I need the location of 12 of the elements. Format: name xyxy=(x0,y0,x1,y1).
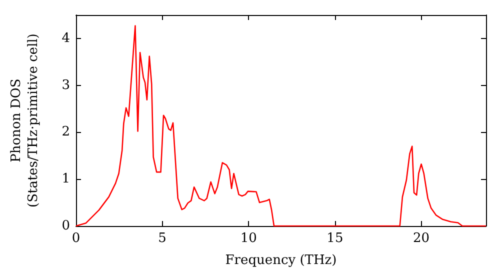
x-tick-label: 15 xyxy=(326,231,344,246)
y-tick-label: 0 xyxy=(62,218,70,234)
y-tick-label: 3 xyxy=(62,78,70,93)
y-axis-title: Phonon DOS (States/THz·primitive cell) xyxy=(9,33,41,208)
x-axis-title: Frequency (THz) xyxy=(225,253,337,268)
x-tick-label: 20 xyxy=(412,231,430,246)
y-tick-label: 1 xyxy=(62,172,70,187)
y-tick-label: 4 xyxy=(62,30,70,46)
x-tick-label: 10 xyxy=(240,231,257,246)
x-tick-label: 5 xyxy=(158,231,166,246)
x-tick-label: 0 xyxy=(72,231,80,246)
y-tick-label: 2 xyxy=(62,124,70,140)
